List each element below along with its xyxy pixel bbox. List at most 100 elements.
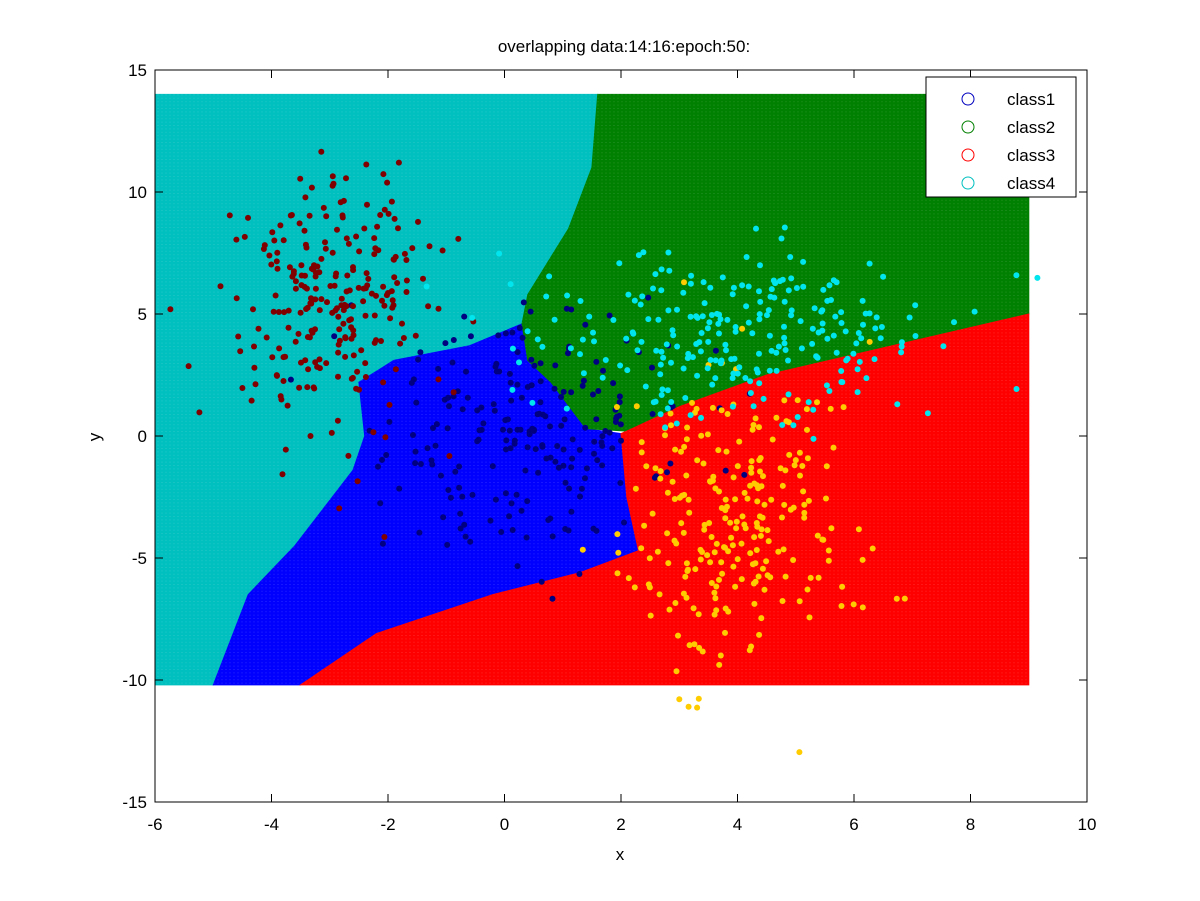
point-class2 xyxy=(302,194,309,201)
point-class1 xyxy=(552,362,559,369)
point-class2 xyxy=(235,333,242,340)
point-class2 xyxy=(435,376,442,383)
point-class3 xyxy=(672,600,679,606)
point-class2 xyxy=(272,292,279,299)
point-class2 xyxy=(335,349,342,356)
point-class1 xyxy=(528,356,535,363)
point-class3 xyxy=(704,552,711,559)
point-class2 xyxy=(245,214,251,221)
point-class3 xyxy=(779,514,785,521)
point-class3 xyxy=(734,463,741,470)
point-class4 xyxy=(826,388,833,394)
point-class4 xyxy=(706,319,713,326)
point-class2 xyxy=(274,265,281,272)
point-class1 xyxy=(606,312,613,319)
point-class1 xyxy=(503,437,510,444)
point-class1 xyxy=(712,347,719,354)
point-class1 xyxy=(514,563,521,570)
decision-region-class3 xyxy=(298,313,1030,686)
point-class4 xyxy=(730,284,737,291)
point-class2 xyxy=(377,212,384,218)
x-tick-label: 6 xyxy=(849,815,858,834)
point-class4 xyxy=(1034,274,1041,281)
point-class3 xyxy=(707,559,714,566)
point-class4 xyxy=(823,382,830,389)
point-class2 xyxy=(277,222,284,229)
point-class1 xyxy=(386,418,393,425)
point-class2 xyxy=(252,381,259,388)
point-class3 xyxy=(708,580,715,586)
point-class4 xyxy=(529,399,536,406)
point-class2 xyxy=(373,292,379,299)
point-class4 xyxy=(810,406,817,413)
point-class2 xyxy=(382,434,389,441)
point-class3 xyxy=(704,431,711,438)
point-class1 xyxy=(430,425,436,431)
point-class2 xyxy=(353,233,360,240)
point-class3 xyxy=(901,595,908,602)
point-class4 xyxy=(700,279,707,286)
legend-box xyxy=(925,76,1077,198)
point-class2 xyxy=(284,402,291,409)
point-class3 xyxy=(783,418,790,425)
point-class3 xyxy=(646,555,653,562)
point-class3 xyxy=(614,570,621,577)
point-class1 xyxy=(428,457,435,464)
point-class2 xyxy=(323,213,330,220)
point-class3 xyxy=(669,478,676,485)
point-class1 xyxy=(518,394,525,401)
point-class4 xyxy=(1089,252,1095,258)
point-class3 xyxy=(713,583,720,590)
point-class4 xyxy=(757,262,763,269)
point-class3 xyxy=(694,457,701,464)
point-class1 xyxy=(547,515,554,522)
point-class4 xyxy=(898,343,905,350)
point-class2 xyxy=(334,417,341,424)
point-class2 xyxy=(285,324,292,331)
point-class1 xyxy=(558,422,565,429)
point-class3 xyxy=(680,590,687,597)
point-class4 xyxy=(743,254,750,260)
point-class2 xyxy=(446,453,453,459)
point-class3 xyxy=(665,560,672,567)
point-class1 xyxy=(416,529,423,536)
point-class2 xyxy=(450,389,457,396)
point-class2 xyxy=(356,386,362,393)
point-class3 xyxy=(840,404,847,411)
point-class2 xyxy=(400,335,407,341)
point-class4 xyxy=(729,403,736,410)
point-class4 xyxy=(524,328,531,335)
point-class1 xyxy=(609,445,616,452)
point-class4 xyxy=(590,329,596,336)
point-class4 xyxy=(668,359,674,366)
point-class3 xyxy=(683,560,690,567)
point-class3 xyxy=(796,598,803,605)
point-class4 xyxy=(858,335,865,342)
point-class2 xyxy=(307,433,314,439)
x-tick-label: 10 xyxy=(1078,815,1097,834)
point-class1 xyxy=(375,463,381,470)
point-class3 xyxy=(733,518,740,525)
point-class2 xyxy=(329,309,336,316)
point-class3 xyxy=(786,451,793,458)
point-class2 xyxy=(335,313,342,320)
point-class1 xyxy=(516,325,523,331)
legend-label-class2: class2 xyxy=(1007,118,1055,137)
point-class1 xyxy=(480,420,487,427)
point-class3 xyxy=(675,632,681,639)
point-class1 xyxy=(459,406,466,413)
point-class1 xyxy=(578,485,585,492)
point-class2 xyxy=(415,218,421,225)
point-class4 xyxy=(638,338,645,345)
point-class4 xyxy=(781,334,788,341)
point-class3 xyxy=(796,449,803,456)
point-class1 xyxy=(534,411,541,418)
point-class4 xyxy=(924,410,931,417)
point-class2 xyxy=(397,340,404,347)
point-class2 xyxy=(356,248,363,255)
point-class1 xyxy=(649,411,656,417)
point-class2 xyxy=(280,237,287,244)
point-class1 xyxy=(591,450,597,457)
point-class1 xyxy=(442,340,449,347)
point-class3 xyxy=(823,495,829,502)
